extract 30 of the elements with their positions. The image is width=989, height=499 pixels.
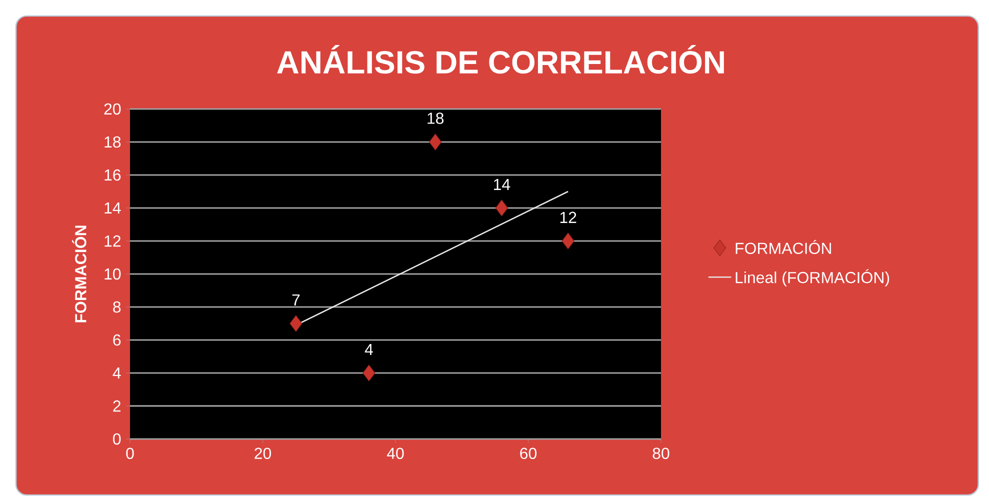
y-tick-label: 6 xyxy=(113,334,121,346)
y-tick-label: 14 xyxy=(104,202,121,214)
data-label: 12 xyxy=(560,212,576,223)
x-tick-label: 20 xyxy=(254,448,272,460)
data-label: 18 xyxy=(428,112,444,124)
point xyxy=(429,134,442,150)
y-axis-title: FORMACIÓN xyxy=(72,226,86,322)
x-tick-label: 60 xyxy=(520,448,537,460)
point xyxy=(562,232,574,250)
y-tick-label: 10 xyxy=(104,268,121,280)
y-tick-label: 8 xyxy=(113,301,121,313)
chart-title: ANÁLISIS DE CORRELACIÓN xyxy=(277,44,724,74)
x-tick-label: 40 xyxy=(386,448,404,460)
point xyxy=(290,315,302,332)
x-tick-label: 0 xyxy=(126,448,134,460)
data-label: 14 xyxy=(494,178,510,190)
y-tick-label: 0 xyxy=(113,433,121,445)
y-tick-label: 16 xyxy=(104,169,121,181)
x-tick-label: 80 xyxy=(652,448,670,460)
point xyxy=(362,364,376,382)
data-label: 7 xyxy=(292,294,300,306)
y-tick-label: 12 xyxy=(104,235,120,247)
legend-label: Lineal (FORMACIÓN) xyxy=(736,269,890,286)
y-tick-label: 4 xyxy=(112,367,121,378)
legend-label: FORMACIÓN xyxy=(736,240,831,254)
y-tick-label: 20 xyxy=(104,103,121,115)
y-tick-label: 18 xyxy=(104,136,121,148)
data-label: 4 xyxy=(364,344,373,355)
y-tick-label: 2 xyxy=(113,400,120,412)
point xyxy=(495,200,508,216)
